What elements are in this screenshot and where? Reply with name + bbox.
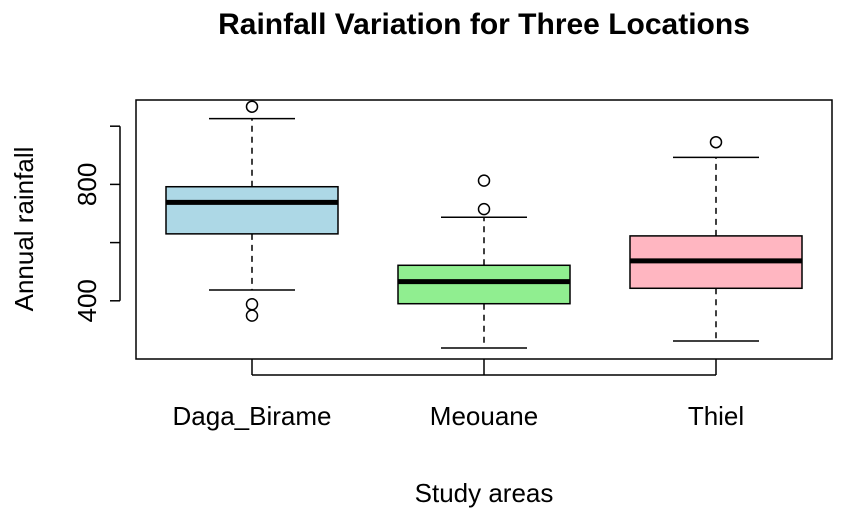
y-axis: 400 800	[72, 125, 121, 322]
x-tick-label-Meouane: Meouane	[430, 401, 538, 431]
x-axis: Daga_Birame Meouane Thiel	[173, 359, 744, 431]
iqr-box	[165, 185, 339, 235]
box-Daga_Birame	[165, 100, 339, 322]
boxes	[165, 100, 803, 349]
outlier-point	[709, 135, 723, 149]
chart-title: Rainfall Variation for Three Locations	[218, 8, 750, 41]
outlier-point	[245, 309, 259, 322]
y-axis-label: Annual rainfall	[9, 147, 39, 312]
x-tick-label-Daga_Birame: Daga_Birame	[173, 401, 332, 431]
x-tick-label-Thiel: Thiel	[688, 401, 744, 431]
y-tick-label-800: 800	[72, 163, 102, 206]
outlier-point	[477, 174, 491, 187]
iqr-box	[397, 264, 571, 305]
box-Thiel	[629, 135, 803, 342]
x-axis-label: Study areas	[415, 478, 554, 508]
outlier-point	[245, 100, 259, 113]
outlier-point	[245, 298, 259, 311]
y-tick-label-400: 400	[72, 279, 102, 322]
outlier-point	[477, 202, 491, 216]
box-Meouane	[397, 174, 571, 349]
